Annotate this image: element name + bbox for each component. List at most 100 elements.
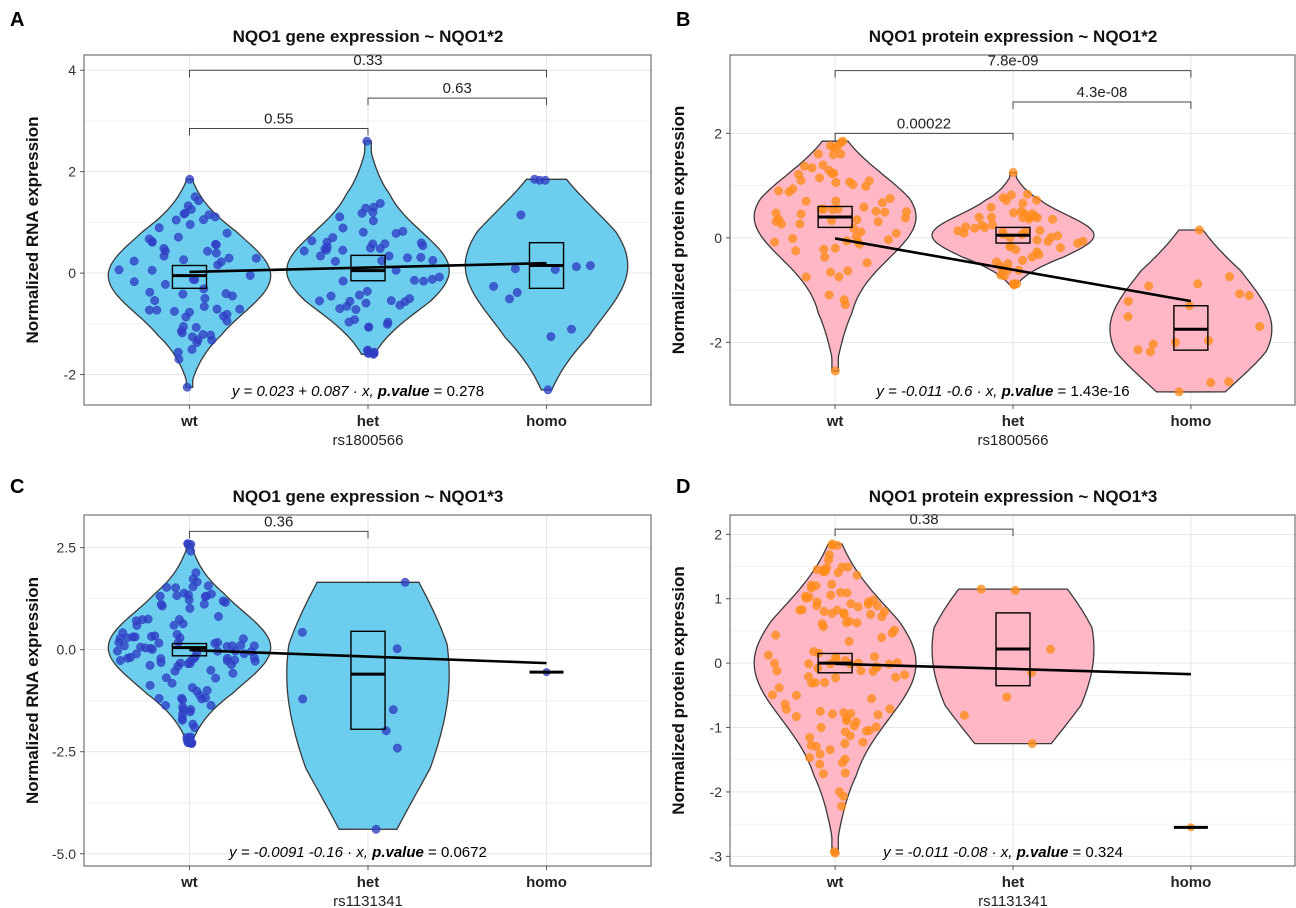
data-point [159, 251, 169, 261]
data-point [1032, 213, 1042, 223]
data-point [354, 290, 364, 300]
violin-shape [753, 543, 917, 854]
data-point [844, 636, 854, 646]
bracket-line [834, 132, 1014, 141]
data-point [1035, 226, 1045, 235]
violin-group-het [286, 136, 450, 359]
data-point [815, 759, 825, 769]
data-point [1171, 337, 1180, 347]
data-point [123, 653, 133, 663]
y-tick-label: 2 [714, 125, 722, 141]
data-point [828, 205, 838, 215]
data-point [316, 251, 325, 261]
data-point [831, 196, 841, 206]
x-tick-label: homo [526, 413, 567, 430]
data-point [826, 141, 835, 151]
data-point [1225, 272, 1234, 282]
data-point [178, 619, 188, 629]
violin-shape [753, 140, 917, 372]
p-value-label: 0.55 [264, 111, 293, 128]
y-tick-label: 2 [714, 526, 722, 542]
annotation-equation: y = 0.023 + 0.087 · x, [231, 383, 378, 400]
data-point [167, 678, 177, 688]
data-point [771, 630, 781, 640]
data-point [361, 298, 371, 308]
y-axis-label: Normalized protein expression [669, 106, 688, 354]
violin-group-het [286, 577, 450, 834]
data-point [772, 666, 782, 676]
annotation-value: = 0.324 [1068, 844, 1123, 861]
p-value-label: 0.33 [353, 52, 382, 69]
y-tick-label: -1 [710, 720, 723, 736]
data-point [871, 206, 881, 216]
data-point [375, 198, 385, 208]
y-tick-label: 1 [714, 591, 722, 607]
regression-line [834, 237, 1192, 303]
data-point [335, 304, 345, 314]
data-point [891, 228, 901, 238]
data-point [795, 605, 805, 615]
x-tick-label: wt [180, 874, 198, 891]
data-point [837, 801, 847, 811]
data-point [368, 216, 378, 226]
bracket-line [188, 69, 548, 78]
data-point [185, 174, 195, 184]
violin-shape [1109, 229, 1273, 393]
data-point [861, 181, 871, 191]
comparison-bracket: 0.36 [188, 513, 369, 539]
data-point [156, 599, 166, 609]
bracket-line [188, 128, 369, 136]
data-point [516, 210, 526, 220]
data-point [216, 257, 226, 267]
annotation-label: p.value [1001, 383, 1054, 400]
data-point [819, 607, 829, 616]
data-point [1073, 238, 1083, 248]
data-point [870, 652, 879, 662]
chart-title: NQO1 protein expression ~ NQO1*2 [869, 27, 1158, 46]
data-point [807, 163, 817, 173]
regression-annotation: y = -0.011 -0.6 · x, p.value = 1.43e-16 [875, 383, 1129, 400]
data-point [199, 302, 209, 311]
data-point [839, 610, 849, 619]
data-point [147, 265, 157, 275]
chart-title: NQO1 gene expression ~ NQO1*3 [233, 487, 504, 506]
data-point [788, 234, 798, 244]
data-point [1206, 378, 1216, 387]
data-point [212, 304, 222, 314]
data-point [795, 219, 805, 229]
data-point [770, 237, 780, 247]
data-point [801, 593, 811, 603]
data-point [866, 609, 876, 619]
data-point [961, 222, 971, 232]
data-point [188, 574, 198, 584]
data-point [489, 281, 499, 291]
annotation-equation: y = -0.011 -0.08 · x, [882, 844, 1017, 861]
data-point [160, 279, 170, 289]
data-point [395, 300, 405, 310]
data-point [827, 169, 837, 178]
data-point [191, 322, 201, 332]
data-point [222, 653, 232, 663]
x-tick-label: homo [1170, 874, 1211, 891]
data-point [185, 220, 195, 229]
data-point [805, 753, 815, 763]
data-point [801, 196, 811, 206]
data-point [959, 710, 969, 720]
data-point [238, 634, 248, 644]
data-point [844, 616, 854, 626]
y-tick-label: -2 [710, 784, 723, 800]
data-point [1244, 291, 1254, 301]
data-point [825, 745, 835, 755]
annotation-value: = 0.278 [429, 383, 484, 400]
data-point [129, 277, 139, 287]
data-point [976, 584, 986, 594]
data-point [371, 824, 381, 834]
p-value-label: 4.3e-08 [1077, 84, 1128, 101]
data-point [1046, 644, 1055, 654]
data-point [796, 209, 806, 219]
data-point [132, 621, 142, 630]
comparison-bracket: 0.55 [188, 111, 369, 136]
data-point [140, 643, 150, 653]
data-point [800, 161, 810, 171]
data-point [199, 599, 209, 609]
